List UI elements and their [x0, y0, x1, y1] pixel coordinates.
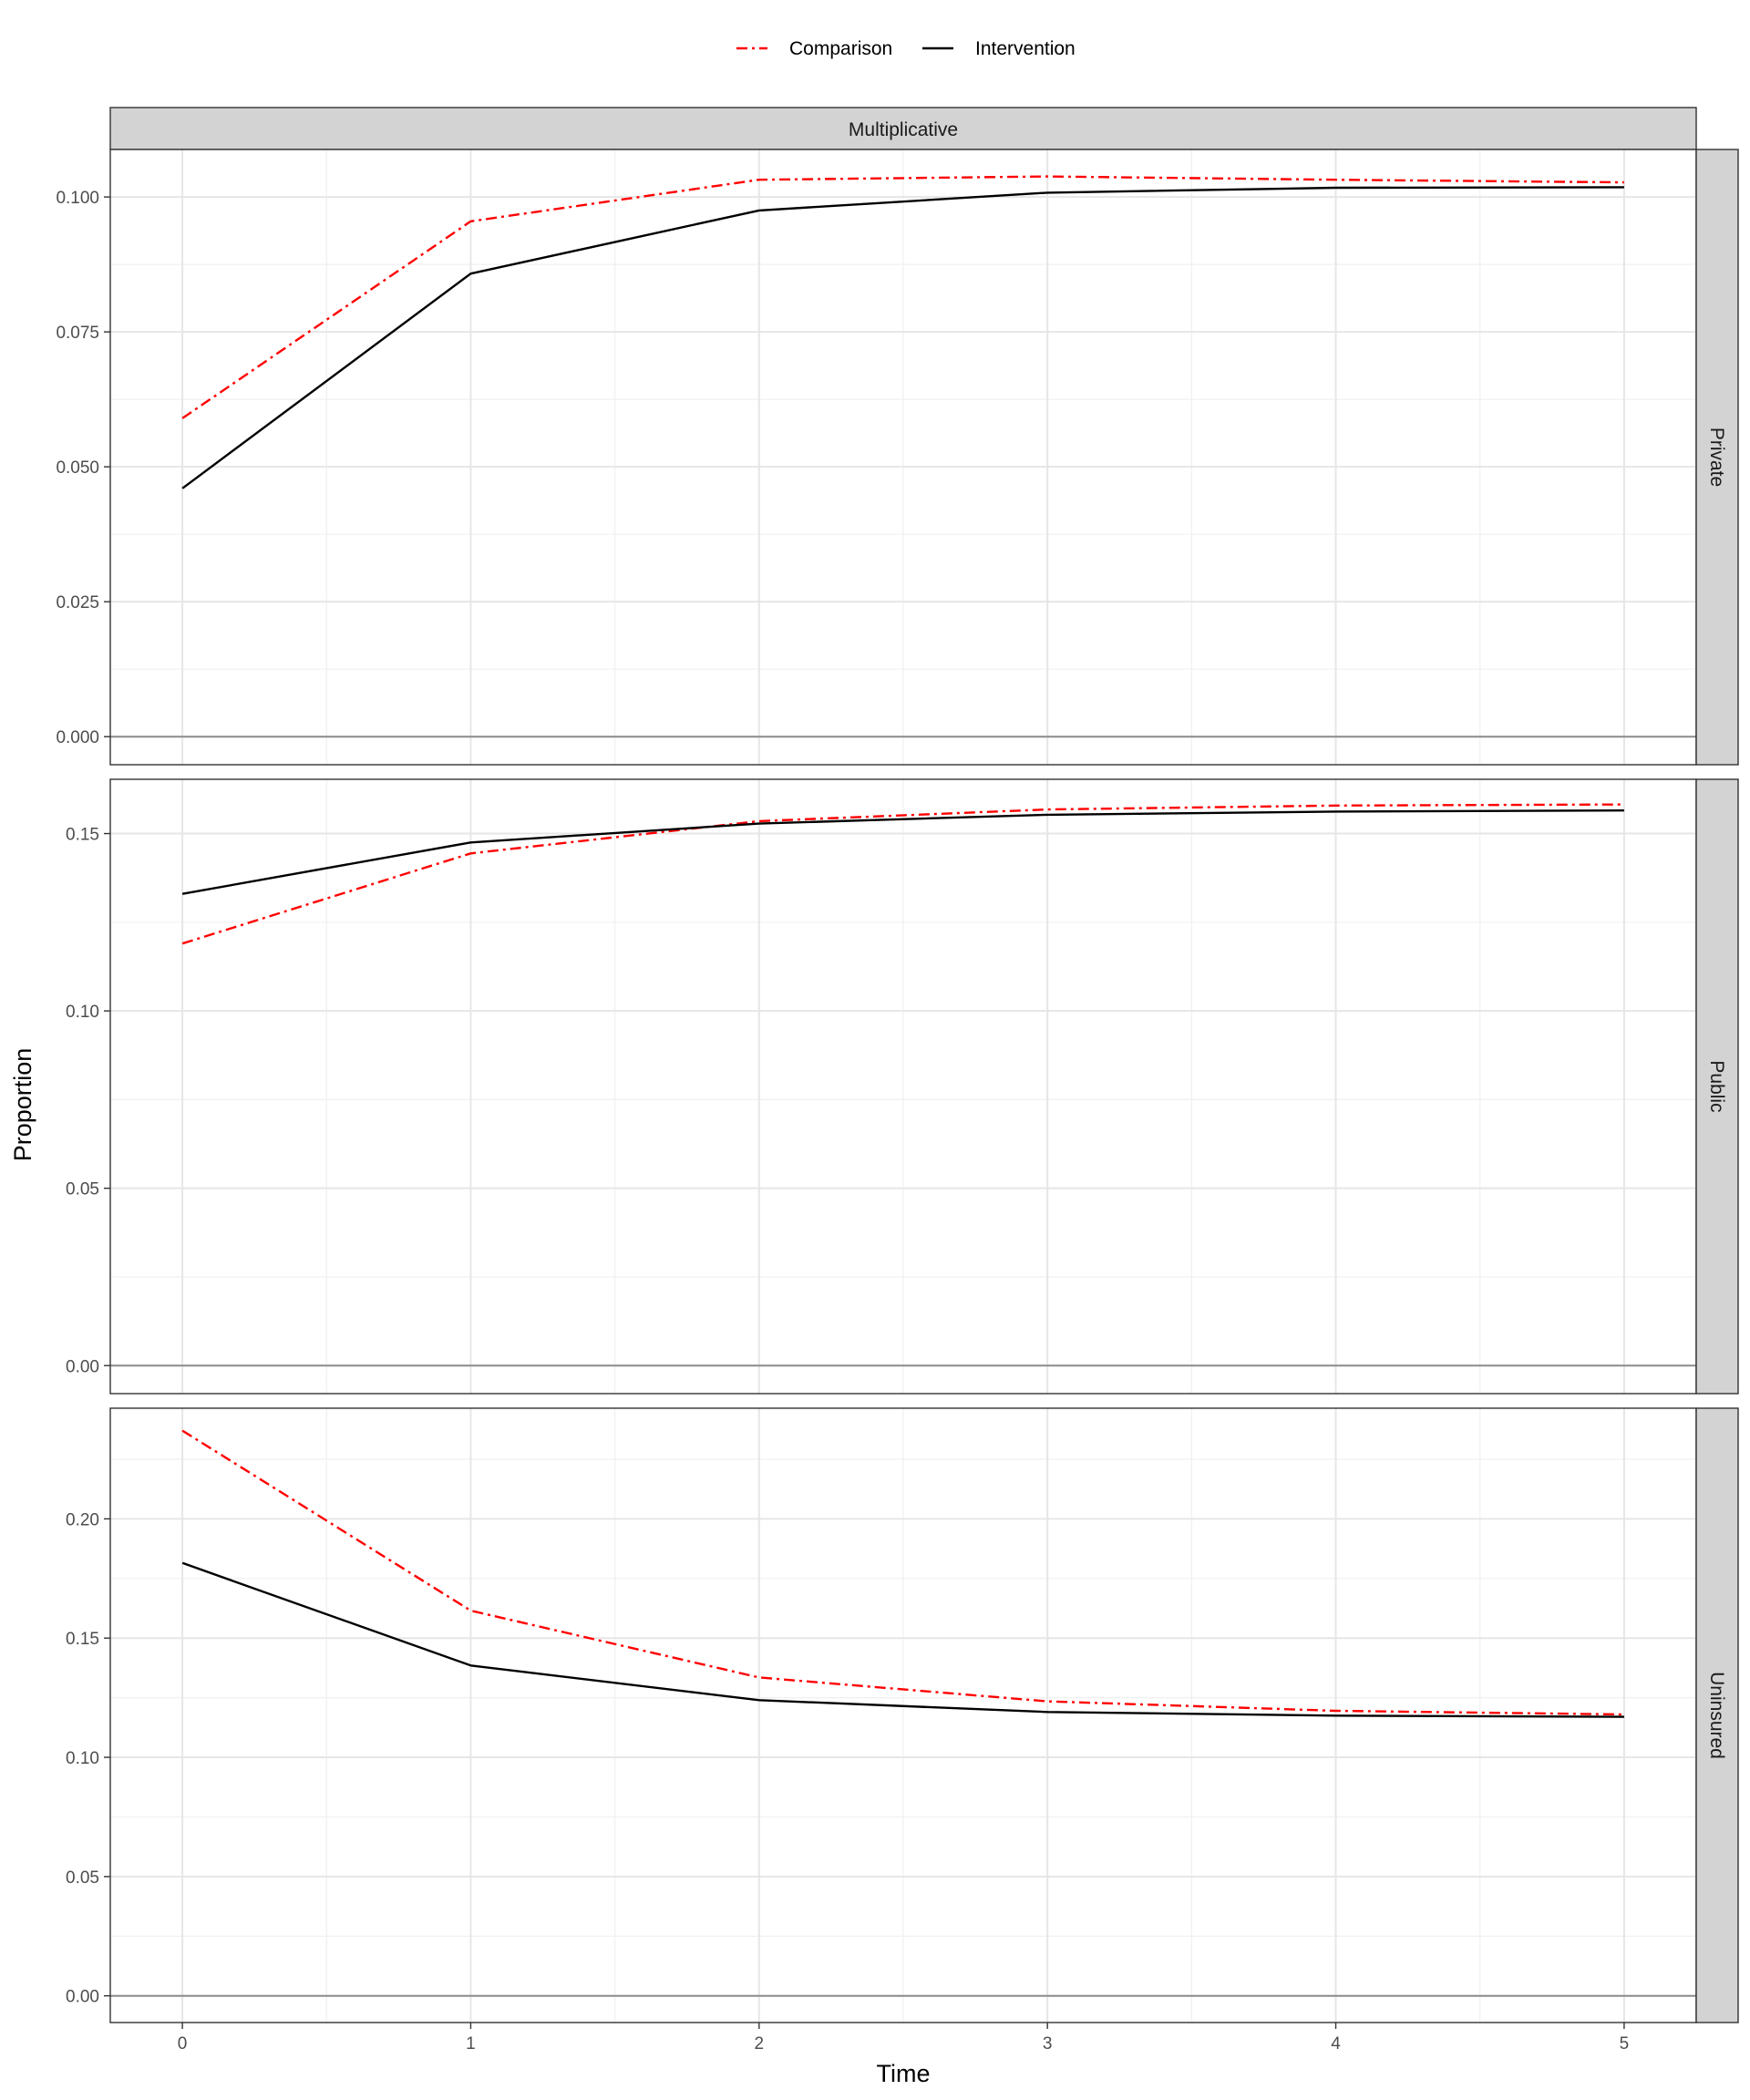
- x-tick-label: 0: [178, 2034, 188, 2054]
- legend-label-comparison: Comparison: [789, 38, 892, 59]
- legend: Comparison Intervention: [736, 38, 1076, 59]
- row-strip-box: [1695, 1407, 1739, 2023]
- y-tick-label: 0.05: [66, 1868, 99, 1888]
- row-strip-box: [1695, 778, 1739, 1395]
- panels: 0.0000.0250.0500.0750.100Private0.000.05…: [56, 149, 1739, 2054]
- x-tick-label: 5: [1620, 2034, 1630, 2054]
- y-tick-label: 0.10: [66, 1749, 99, 1768]
- column-strip: Multiplicative: [109, 107, 1697, 150]
- panel-uninsured: 0.00 0.05 0.10 0.15 0.20 Uninsured: [66, 1407, 1739, 2023]
- y-tick-label: 0.15: [66, 826, 99, 845]
- column-strip-box: [109, 107, 1697, 150]
- legend-item-intervention: Intervention: [922, 38, 1076, 59]
- y-tick-label: 0.075: [56, 324, 99, 343]
- y-axis-title: Proportion: [9, 1048, 36, 1162]
- series-line-intervention: [181, 809, 1624, 895]
- column-strip-label: Multiplicative: [849, 119, 958, 140]
- legend-label-intervention: Intervention: [975, 38, 1076, 59]
- y-tick-label: 0.050: [56, 458, 99, 478]
- y-tick-label: 0.025: [56, 593, 99, 612]
- legend-item-comparison: Comparison: [736, 38, 892, 59]
- series-line-comparison: [181, 1429, 1624, 1716]
- x-tick-label: 2: [755, 2034, 765, 2054]
- x-tick-label: 3: [1043, 2034, 1053, 2054]
- panel-private: 0.000 0.025 0.050 0.075 0.100 Private: [56, 149, 1739, 766]
- y-tick-label: 0.00: [66, 1988, 99, 2007]
- row-strip-label: Private: [1706, 427, 1727, 487]
- panel-public: 0.00 0.05 0.10 0.15 Public: [66, 778, 1739, 1395]
- series-line-comparison: [181, 803, 1624, 945]
- series-line-intervention: [181, 186, 1624, 489]
- row-strip-label: Public: [1706, 1060, 1727, 1112]
- y-tick-label: 0.15: [66, 1630, 99, 1649]
- x-tick-label: 4: [1331, 2034, 1341, 2054]
- y-tick-label: 0.10: [66, 1003, 99, 1022]
- y-tick-label: 0.00: [66, 1357, 99, 1376]
- y-tick-label: 0.000: [56, 728, 99, 747]
- x-axis-title: Time: [877, 2060, 931, 2087]
- x-axis: 0 1 2 3 4 5: [178, 2023, 1629, 2054]
- y-tick-label: 0.100: [56, 189, 99, 208]
- series-line-intervention: [181, 1561, 1624, 1718]
- row-strip-box: [1695, 149, 1739, 766]
- row-strip-label: Uninsured: [1706, 1672, 1727, 1759]
- y-tick-label: 0.20: [66, 1510, 99, 1529]
- series-line-comparison: [181, 175, 1624, 419]
- y-tick-label: 0.05: [66, 1180, 99, 1199]
- x-tick-label: 1: [466, 2034, 476, 2054]
